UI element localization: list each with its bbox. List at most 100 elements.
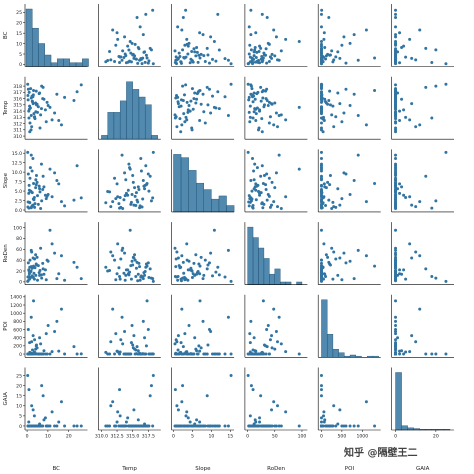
- y-tick-label-slope: 15.0: [12, 151, 22, 157]
- point-temp-vs-poi-41: [356, 113, 360, 117]
- point-temp-vs-slope-35: [189, 99, 193, 103]
- point-roden-vs-temp-12: [143, 273, 147, 277]
- point-roden-vs-temp-42: [142, 271, 146, 275]
- point-roden-vs-temp-54: [115, 272, 119, 276]
- point-poi-vs-roden-57: [274, 330, 278, 334]
- point-roden-vs-slope-18: [173, 246, 177, 250]
- point-roden-vs-temp-4: [113, 258, 117, 262]
- point-slope-vs-bc-50: [34, 178, 38, 182]
- point-bc-vs-gaia-40: [402, 44, 406, 48]
- point-roden-vs-temp-56: [140, 275, 144, 279]
- point-slope-vs-temp-34: [127, 162, 131, 166]
- point-temp-vs-slope-50: [202, 110, 206, 114]
- cell-slope-vs-bc: 0.0 2.5 5.0 7.5 10.0 12.5 15.0: [12, 149, 88, 214]
- point-gaia-vs-slope-43: [181, 424, 185, 428]
- point-bc-vs-poi-52: [331, 60, 335, 64]
- point-slope-vs-roden-27: [246, 150, 250, 154]
- point-bc-vs-slope-41: [226, 58, 230, 62]
- cell-slope-vs-poi: [317, 149, 381, 213]
- point-slope-vs-bc-55: [45, 194, 49, 198]
- point-slope-vs-temp-25: [122, 198, 126, 202]
- point-slope-vs-gaia-45: [394, 181, 398, 185]
- y-tick-label-slope: 0.0: [15, 208, 22, 214]
- point-slope-vs-temp-4: [113, 176, 117, 180]
- point-slope-vs-poi-36: [364, 200, 368, 204]
- point-slope-vs-roden-57: [274, 171, 278, 175]
- x-axis-label-slope: Slope: [195, 466, 211, 472]
- point-poi-vs-slope-7: [197, 344, 201, 348]
- point-bc-vs-roden-4: [267, 60, 271, 63]
- point-gaia-vs-roden-42: [255, 424, 259, 428]
- point-bc-vs-gaia-6: [398, 61, 402, 65]
- point-gaia-vs-poi-3: [322, 414, 326, 418]
- point-roden-vs-slope-47: [184, 277, 188, 281]
- point-temp-vs-poi-12: [336, 91, 340, 95]
- point-roden-vs-bc-47: [79, 277, 83, 281]
- point-bc-vs-gaia-43: [394, 16, 398, 20]
- cell-gaia-vs-roden: 0 50 100: [244, 367, 308, 440]
- point-poi-vs-temp-16: [146, 328, 150, 332]
- point-poi-vs-bc-53: [75, 352, 79, 356]
- point-bc-vs-temp-41: [120, 58, 124, 62]
- point-poi-vs-gaia-24: [394, 347, 398, 351]
- y-tick-label-slope: 12.5: [12, 160, 22, 166]
- y-tick-label-slope: 5.0: [15, 189, 22, 195]
- point-gaia-vs-poi-41: [356, 424, 360, 428]
- point-gaia-vs-bc-55: [45, 424, 49, 428]
- point-roden-vs-temp-37: [147, 276, 151, 280]
- point-slope-vs-poi-31: [322, 195, 326, 199]
- point-temp-vs-poi-7: [328, 89, 332, 93]
- point-gaia-vs-roden-41: [277, 424, 281, 428]
- point-poi-vs-temp-37: [147, 352, 151, 356]
- point-gaia-vs-slope-19: [195, 418, 199, 422]
- point-temp-vs-roden-22: [248, 120, 252, 124]
- point-bc-vs-slope-33: [174, 55, 178, 59]
- point-bc-vs-roden-14: [270, 52, 274, 56]
- point-gaia-vs-temp-54: [115, 420, 119, 424]
- point-roden-vs-bc-27: [26, 279, 30, 283]
- point-slope-vs-temp-24: [133, 186, 137, 190]
- point-slope-vs-temp-27: [151, 150, 155, 154]
- point-bc-vs-temp-26: [130, 41, 134, 45]
- point-gaia-vs-roden-6: [258, 420, 262, 424]
- point-poi-vs-temp-36: [111, 307, 115, 311]
- point-roden-vs-gaia-56: [394, 275, 398, 279]
- point-gaia-vs-slope-50: [202, 424, 206, 428]
- point-slope-vs-temp-44: [118, 206, 122, 210]
- point-slope-vs-roden-9: [276, 205, 280, 209]
- point-slope-vs-gaia-6: [398, 191, 402, 195]
- point-temp-vs-gaia-36: [418, 123, 422, 127]
- point-poi-vs-bc-12: [38, 336, 42, 340]
- point-slope-vs-bc-15: [40, 199, 44, 203]
- point-gaia-vs-temp-55: [133, 424, 137, 428]
- point-bc-vs-roden-54: [254, 31, 258, 35]
- point-gaia-vs-slope-9: [175, 404, 179, 408]
- y-tick-label-temp: 316: [13, 96, 22, 102]
- point-slope-vs-temp-15: [149, 199, 153, 203]
- point-poi-vs-slope-48: [190, 352, 194, 356]
- point-poi-vs-roden-48: [257, 352, 261, 356]
- cell-temp-vs-slope: [171, 76, 235, 140]
- point-temp-vs-gaia-41: [394, 113, 398, 117]
- point-temp-vs-bc-51: [41, 97, 45, 101]
- point-roden-vs-bc-11: [36, 278, 39, 282]
- point-bc-vs-poi-43: [327, 16, 331, 20]
- point-roden-vs-bc-18: [39, 246, 43, 250]
- point-bc-vs-poi-56: [319, 62, 323, 66]
- point-temp-vs-bc-50: [34, 110, 38, 114]
- point-poi-vs-roden-31: [284, 350, 288, 354]
- point-slope-vs-temp-31: [116, 195, 120, 199]
- point-slope-vs-roden-39: [247, 204, 251, 208]
- point-bc-vs-poi-48: [319, 50, 323, 53]
- point-bc-vs-poi-50: [319, 54, 323, 58]
- point-gaia-vs-poi-9: [332, 404, 336, 408]
- point-gaia-vs-slope-36: [180, 400, 184, 404]
- point-roden-vs-temp-35: [134, 266, 138, 270]
- point-roden-vs-temp-25: [122, 271, 126, 275]
- point-temp-vs-roden-37: [250, 87, 254, 91]
- point-gaia-vs-poi-27: [319, 374, 323, 378]
- point-roden-vs-poi-43: [327, 260, 331, 264]
- point-slope-vs-bc-38: [34, 174, 38, 178]
- point-roden-vs-bc-30: [55, 277, 59, 281]
- x-axis-label-roden: RoDen: [267, 466, 286, 472]
